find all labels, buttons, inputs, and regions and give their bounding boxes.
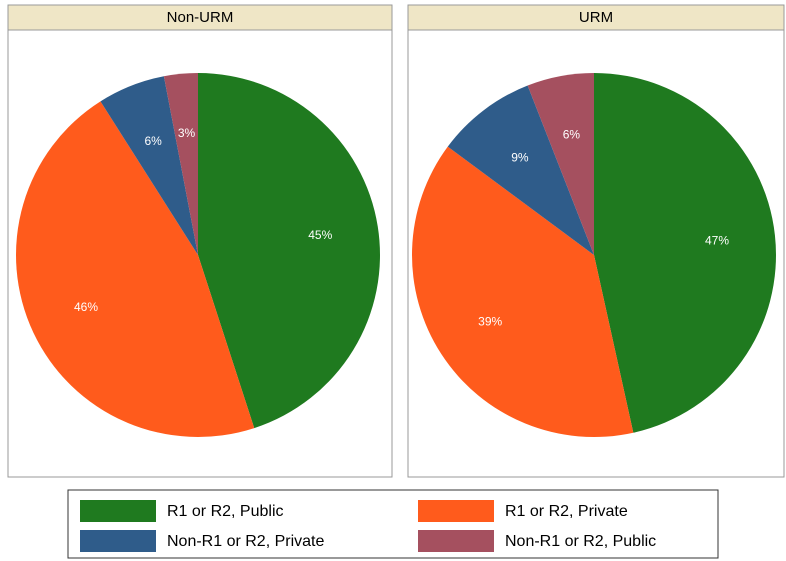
pie-slice [447, 85, 594, 255]
pie-slice [594, 73, 777, 433]
slice-label: 9% [511, 150, 529, 164]
legend-swatch [418, 530, 494, 552]
slice-label: 46% [74, 300, 98, 314]
legend-label: Non-R1 or R2, Private [167, 533, 324, 550]
pie-slice [100, 76, 198, 255]
pie-slice [16, 101, 255, 437]
pie-slice [198, 73, 380, 429]
legend-box [67, 489, 719, 559]
pie-slice [412, 146, 634, 438]
slice-label: 45% [308, 228, 332, 242]
panel-title: URM [579, 9, 613, 26]
pie-slice [163, 73, 198, 255]
slice-label: 47% [705, 234, 729, 248]
legend-label: R1 or R2, Private [505, 503, 628, 520]
legend-swatch [418, 500, 494, 522]
legend-label: Non-R1 or R2, Public [505, 533, 656, 550]
panel-title: Non-URM [167, 9, 234, 26]
legend-swatch [80, 530, 156, 552]
panel-header [407, 4, 785, 31]
slice-label: 3% [178, 126, 196, 140]
legend-swatch [80, 500, 156, 522]
panel-header [7, 4, 393, 31]
pie-slice [527, 73, 594, 255]
slice-label: 6% [563, 127, 581, 141]
slice-label: 6% [144, 134, 162, 148]
slice-label: 39% [478, 315, 502, 329]
legend-label: R1 or R2, Public [167, 503, 284, 520]
